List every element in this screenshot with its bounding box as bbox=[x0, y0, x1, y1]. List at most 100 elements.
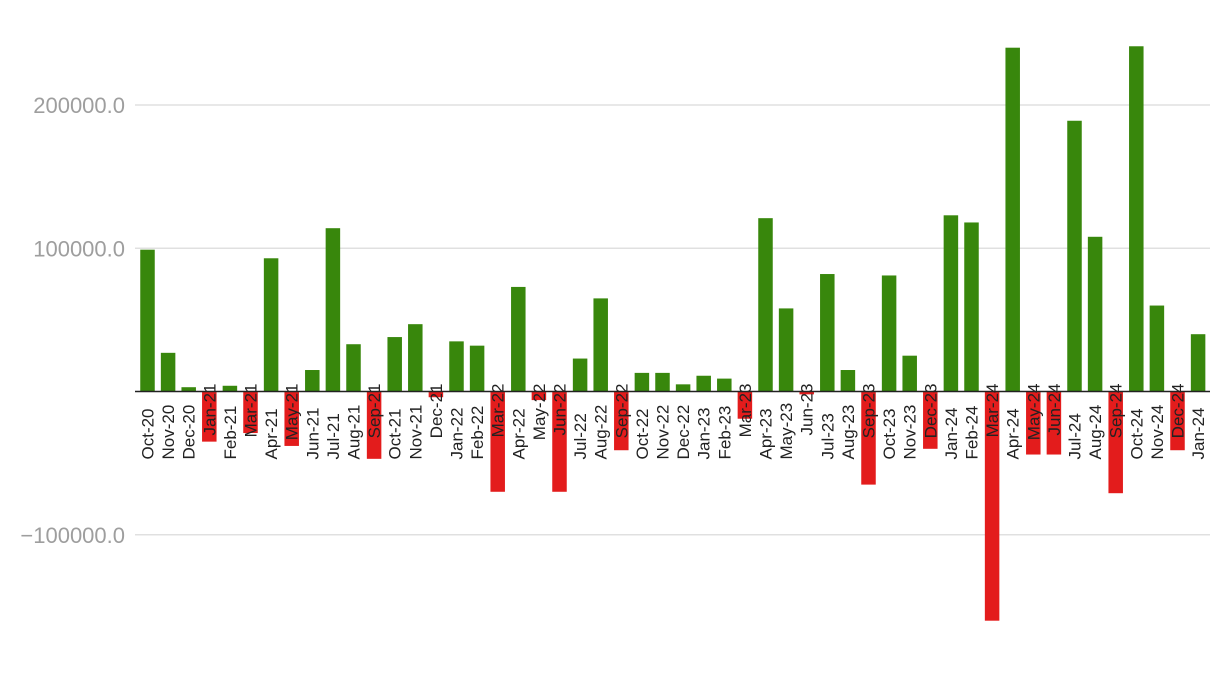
bar-may-24 bbox=[1026, 391, 1041, 455]
bars bbox=[140, 46, 1206, 621]
y-tick-label: 100000.0 bbox=[33, 236, 125, 261]
bar-may-22 bbox=[531, 391, 547, 401]
category-label: Feb-21 bbox=[221, 406, 240, 460]
bar-oct-20 bbox=[140, 249, 155, 392]
bar-feb-22 bbox=[469, 345, 485, 392]
category-label: Sep-21 bbox=[365, 384, 384, 439]
category-label: Apr-21 bbox=[262, 408, 281, 459]
bar-dec-20 bbox=[181, 387, 196, 392]
bar-jan-23 bbox=[696, 375, 711, 392]
bar-dec-21 bbox=[428, 391, 444, 398]
category-label: Oct-20 bbox=[139, 408, 158, 459]
category-label: Jun-21 bbox=[303, 408, 322, 460]
bar-jan-24 bbox=[1190, 334, 1206, 392]
bar-feb-23 bbox=[717, 378, 732, 392]
bar-apr-22 bbox=[511, 286, 526, 392]
category-label: Aug-21 bbox=[345, 405, 364, 460]
bar-sep-24 bbox=[1108, 391, 1123, 494]
y-axis-tick-labels: 200000.0 100000.0 −100000.0 bbox=[20, 93, 125, 548]
bar-aug-24 bbox=[1087, 236, 1103, 392]
bar-jan-21 bbox=[202, 391, 217, 442]
category-label: Feb-22 bbox=[468, 406, 487, 460]
category-label: Dec-24 bbox=[1169, 384, 1188, 439]
bar-jun-21 bbox=[305, 370, 320, 392]
category-label: Oct-21 bbox=[386, 408, 405, 459]
bar-apr-23 bbox=[758, 218, 773, 392]
category-label: May-24 bbox=[1024, 384, 1043, 441]
bar-mar-22 bbox=[490, 391, 505, 492]
category-label: Dec-23 bbox=[921, 384, 940, 439]
category-label: Sep-24 bbox=[1107, 384, 1126, 439]
bar-jul-23 bbox=[820, 274, 835, 392]
bar-jul-24 bbox=[1067, 120, 1082, 392]
category-label: Oct-22 bbox=[633, 408, 652, 459]
category-label: Jul-24 bbox=[1066, 413, 1085, 459]
category-label: Jan-24 bbox=[1189, 408, 1208, 460]
category-label: Mar-22 bbox=[489, 384, 508, 438]
category-label: Apr-22 bbox=[509, 408, 528, 459]
category-label: Jun-24 bbox=[1045, 384, 1064, 436]
category-label: May-23 bbox=[777, 403, 796, 460]
category-label: Dec-21 bbox=[427, 384, 446, 439]
category-label: Oct-24 bbox=[1127, 408, 1146, 459]
bar-nov-24 bbox=[1149, 305, 1165, 392]
category-label: Nov-23 bbox=[901, 405, 920, 460]
category-label: Jan-22 bbox=[448, 408, 467, 460]
category-label: Jul-23 bbox=[818, 413, 837, 459]
category-label: Dec-22 bbox=[674, 405, 693, 460]
bar-mar-24 bbox=[984, 391, 1000, 621]
bar-jan-22 bbox=[449, 341, 464, 392]
category-label: Nov-20 bbox=[159, 405, 178, 460]
category-label: Mar-21 bbox=[242, 384, 261, 438]
category-label: Nov-21 bbox=[406, 405, 425, 460]
bar-feb-24 bbox=[964, 222, 979, 392]
bar-jun-23 bbox=[799, 391, 814, 395]
bar-aug-23 bbox=[840, 370, 856, 392]
bar-oct-21 bbox=[387, 337, 402, 392]
category-label: Nov-22 bbox=[654, 405, 673, 460]
bar-jan-24 bbox=[943, 215, 959, 392]
bar-nov-21 bbox=[408, 324, 423, 392]
y-tick-label: 200000.0 bbox=[33, 93, 125, 118]
category-label: May-22 bbox=[530, 384, 549, 441]
category-label: Feb-23 bbox=[715, 406, 734, 460]
category-labels: Oct-20 Nov-20 Dec-20 Jan-21 Feb-21 Mar-21 Apr-… bbox=[139, 384, 1209, 460]
category-label: Nov-24 bbox=[1148, 405, 1167, 460]
bar-aug-21 bbox=[346, 344, 361, 392]
category-label: Apr-23 bbox=[757, 408, 776, 459]
category-label: Jul-22 bbox=[571, 413, 590, 459]
bar-nov-22 bbox=[655, 372, 670, 392]
category-label: Mar-23 bbox=[736, 384, 755, 438]
bar-mar-23 bbox=[737, 391, 753, 419]
category-label: Feb-24 bbox=[963, 406, 982, 460]
category-label: Sep-22 bbox=[612, 384, 631, 439]
bar-dec-22 bbox=[675, 384, 691, 392]
category-label: Jun-23 bbox=[798, 384, 817, 436]
bar-dec-23 bbox=[923, 391, 938, 449]
category-label: Jul-21 bbox=[324, 413, 343, 459]
bar-sep-23 bbox=[861, 391, 876, 485]
bar-nov-20 bbox=[160, 352, 176, 392]
category-label: Jan-23 bbox=[695, 408, 714, 460]
category-label: Jun-22 bbox=[551, 384, 570, 436]
bar-apr-24 bbox=[1005, 47, 1020, 392]
bar-oct-23 bbox=[881, 275, 897, 392]
bar-jul-22 bbox=[572, 358, 588, 392]
bar-sep-22 bbox=[614, 391, 629, 451]
gridlines bbox=[135, 104, 1210, 536]
category-label: Oct-23 bbox=[880, 408, 899, 459]
bar-jul-21 bbox=[325, 228, 341, 392]
category-label: Jan-21 bbox=[200, 384, 219, 436]
bar-feb-21 bbox=[222, 385, 238, 392]
bar-jun-22 bbox=[552, 391, 567, 492]
category-label: Aug-22 bbox=[592, 405, 611, 460]
bar-apr-21 bbox=[263, 258, 279, 392]
category-label: May-21 bbox=[283, 384, 302, 441]
bar-may-21 bbox=[284, 391, 299, 446]
bar-oct-24 bbox=[1129, 46, 1144, 392]
bar-nov-23 bbox=[902, 355, 917, 392]
bar-dec-24 bbox=[1170, 391, 1185, 451]
category-label: Apr-24 bbox=[1004, 408, 1023, 459]
bar-oct-22 bbox=[634, 372, 650, 392]
